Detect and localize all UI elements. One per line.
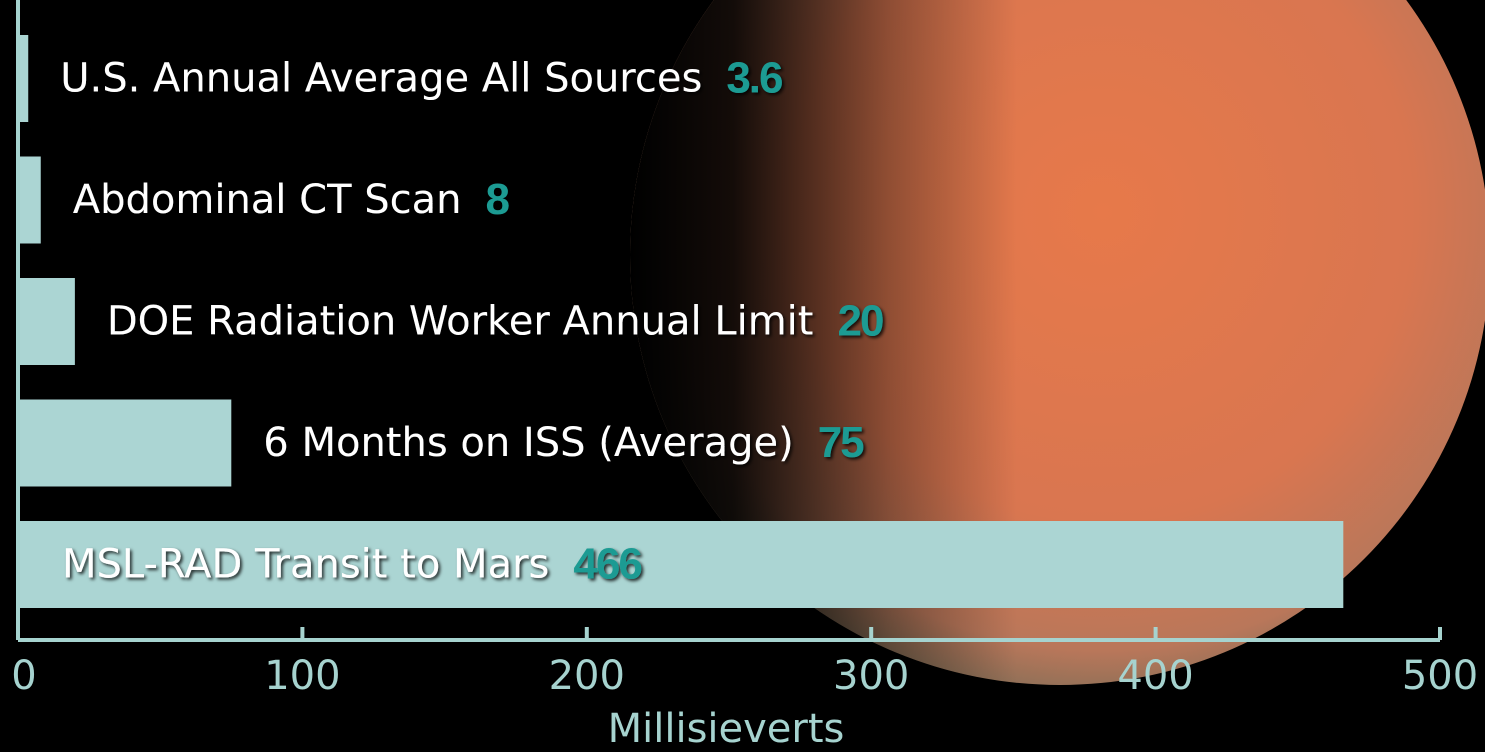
- x-tick-label: 500: [1402, 653, 1478, 699]
- value-label: 20: [837, 296, 882, 345]
- category-label: U.S. Annual Average All Sources: [60, 56, 702, 102]
- x-tick-label: 200: [549, 653, 625, 699]
- bar: [18, 278, 75, 365]
- value-label: 3.6: [726, 53, 782, 102]
- bar-label: DOE Radiation Worker Annual Limit 20: [107, 296, 883, 345]
- bar: [18, 400, 231, 487]
- x-tick-label: 100: [264, 653, 340, 699]
- value-label: 75: [818, 418, 864, 467]
- category-label: MSL-RAD Transit to Mars: [62, 542, 549, 588]
- bar-label: 6 Months on ISS (Average) 75: [263, 418, 864, 467]
- category-label: Abdominal CT Scan: [73, 177, 462, 223]
- x-tick-label: 0: [11, 653, 36, 699]
- value-label: 8: [485, 175, 509, 224]
- bar: [18, 157, 41, 244]
- bar-label: Abdominal CT Scan 8: [73, 175, 510, 224]
- x-axis-title: Millisieverts: [608, 706, 845, 752]
- x-tick-label: 400: [1117, 653, 1193, 699]
- category-label: DOE Radiation Worker Annual Limit: [107, 299, 814, 345]
- chart: U.S. Annual Average All Sources 3.6 Abdomi…: [0, 0, 1485, 752]
- value-label: 466: [573, 539, 641, 588]
- bar-label: U.S. Annual Average All Sources 3.6: [60, 53, 782, 102]
- category-label: 6 Months on ISS (Average): [263, 420, 793, 466]
- x-tick-label: 300: [833, 653, 909, 699]
